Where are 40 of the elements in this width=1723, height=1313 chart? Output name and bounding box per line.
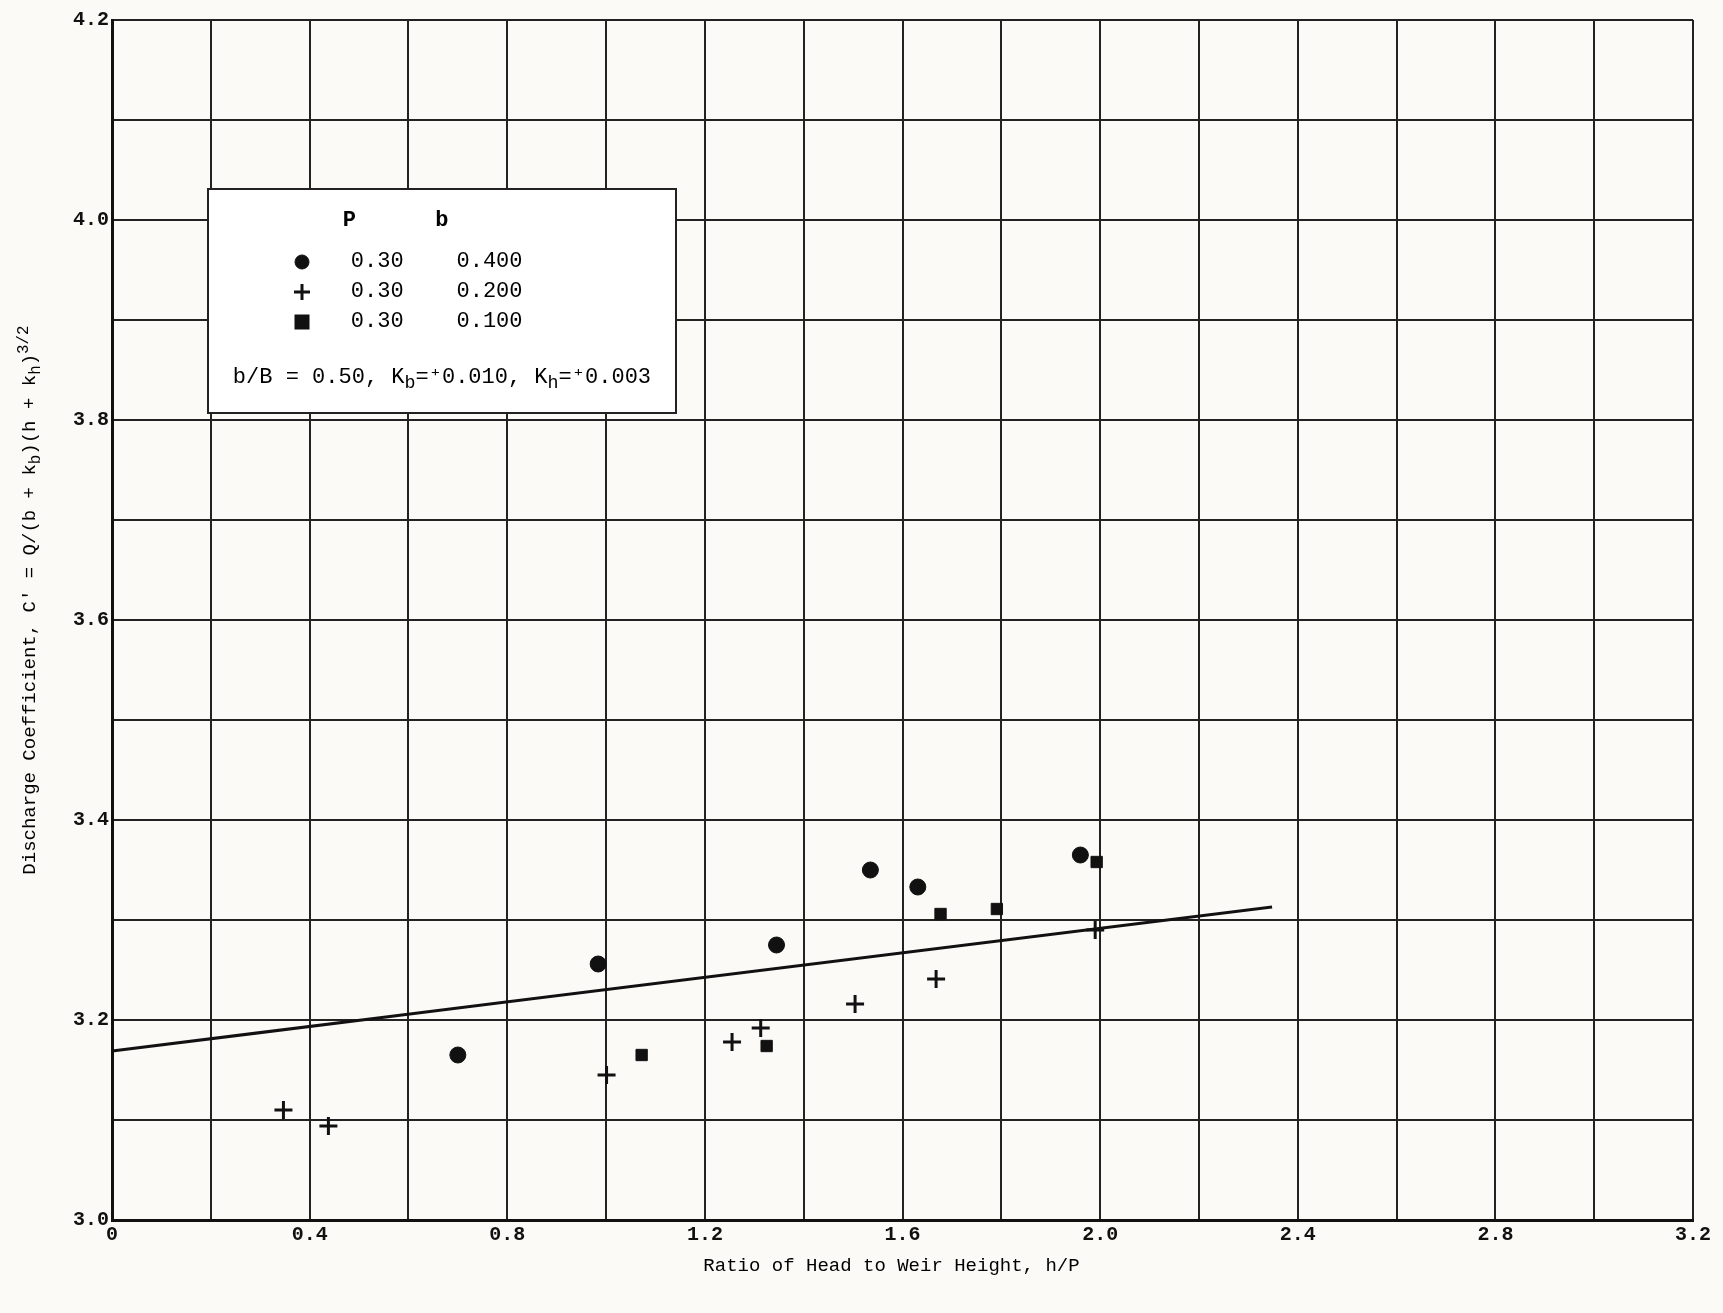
x-tick-label: 2.4: [1279, 1223, 1316, 1247]
x-tick-label: 0.4: [291, 1223, 328, 1247]
legend-label: 0.30 0.100: [350, 308, 523, 336]
x-tick-label: 1.6: [884, 1223, 921, 1247]
legend-label: 0.30 0.400: [350, 248, 523, 276]
y-tick-label: 3.2: [72, 1008, 110, 1032]
point: [934, 907, 947, 921]
legend-label: 0.30 0.200: [350, 278, 523, 306]
point: [760, 1039, 773, 1053]
point: [635, 1048, 648, 1062]
point: [909, 878, 927, 896]
x-tick-label: 2.8: [1477, 1223, 1514, 1247]
point: [1084, 919, 1106, 941]
point: [750, 1017, 772, 1039]
point: [768, 936, 786, 954]
point: [589, 955, 607, 973]
y-tick-label: 3.8: [72, 408, 110, 432]
point: [861, 861, 879, 879]
point: [1071, 846, 1089, 864]
point: [844, 993, 866, 1015]
point: [449, 1046, 467, 1064]
annotation: b/B = 0.50, K$_{b}$=⁺0.010, K$_{h}$=⁺0.003: [232, 364, 652, 395]
legend-title: P b: [342, 208, 450, 233]
x-tick-label: 2.0: [1082, 1223, 1119, 1247]
point: [596, 1064, 618, 1086]
y-tick-label: 4.2: [72, 8, 110, 32]
x-tick-label: 0.8: [489, 1223, 526, 1247]
x-tick-label: 1.2: [686, 1223, 723, 1247]
point: [990, 902, 1004, 916]
point: [317, 1115, 339, 1137]
x-axis-title: Ratio of Head to Weir Height, h/P: [702, 1255, 1081, 1277]
point: [721, 1031, 743, 1053]
x-tick-label: 0: [106, 1223, 119, 1247]
point: [272, 1099, 294, 1121]
x-tick-label: 3.2: [1674, 1223, 1712, 1247]
y-tick-label: 3.4: [72, 808, 110, 832]
y-tick-label: 4.0: [72, 208, 110, 232]
y-tick-label: 3.6: [72, 608, 110, 632]
point: [1090, 855, 1103, 869]
point: [925, 968, 947, 990]
